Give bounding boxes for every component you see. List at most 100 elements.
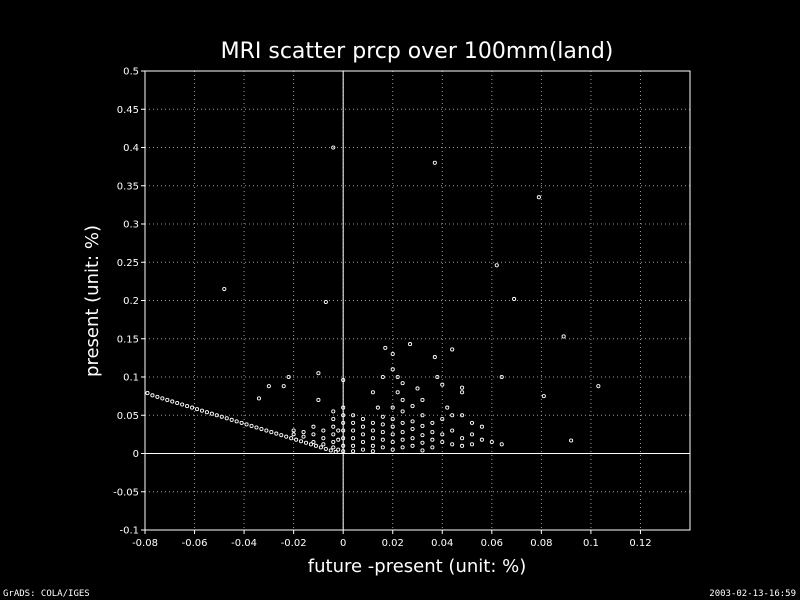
y-tick-label: 0.35 <box>117 181 139 192</box>
scatter-point <box>321 436 326 441</box>
scatter-point <box>341 436 346 441</box>
scatter-point <box>450 347 455 352</box>
scatter-point <box>435 374 440 380</box>
scatter-point <box>596 384 601 389</box>
scatter-point <box>336 428 341 433</box>
scatter-point <box>360 439 366 445</box>
scatter-point <box>390 351 395 357</box>
scatter-point <box>214 413 219 418</box>
y-axis-ticks: -0.1 -0.05 0 0.05 0.1 0.15 0.2 0.25 0.3 0.35 0.4 0.… <box>113 67 145 537</box>
scatter-point <box>494 263 499 268</box>
scatter-point <box>301 434 306 439</box>
scatter-point <box>420 397 425 403</box>
scatter-point <box>460 443 465 448</box>
scatter-point <box>360 447 366 452</box>
scatter-point <box>289 436 294 441</box>
scatter-point <box>341 413 346 418</box>
scatter-point <box>380 437 385 442</box>
y-tick-label: 0.25 <box>117 258 139 269</box>
scatter-point <box>432 355 437 360</box>
scatter-point <box>239 420 244 425</box>
x-axis-label: future -present (unit: %) <box>308 556 526 577</box>
scatter-point <box>224 416 229 421</box>
y-tick-label: 0.05 <box>117 411 139 422</box>
scatter-point <box>499 374 504 380</box>
scatter-point <box>450 442 455 447</box>
x-tick-label: -0.06 <box>182 538 208 549</box>
scatter-point <box>380 414 385 419</box>
scatter-point <box>266 384 271 389</box>
scatter-point <box>415 386 420 391</box>
scatter-point <box>440 432 445 437</box>
x-tick-label: -0.04 <box>231 538 257 549</box>
x-tick-label: 0.12 <box>629 538 651 549</box>
x-axis-ticks: -0.08 -0.06 -0.04 -0.02 0 0.02 0.04 0.06 0.08 0.1… <box>132 530 652 549</box>
scatter-point <box>323 446 328 451</box>
scatter-point <box>331 424 336 429</box>
scatter-point <box>360 424 366 429</box>
scatter-point <box>333 449 338 455</box>
scatter-point <box>489 439 494 445</box>
scatter-point <box>541 394 546 399</box>
scatter-point <box>469 442 475 447</box>
scatter-point <box>400 430 405 435</box>
scatter-point <box>460 385 465 390</box>
scatter-point <box>370 390 375 395</box>
scatter-point <box>170 399 175 404</box>
footer-credit: GrADS: COLA/IGES <box>3 589 90 599</box>
data-points <box>145 145 601 455</box>
scatter-point <box>400 420 405 425</box>
scatter-point <box>341 420 346 425</box>
scatter-point <box>165 397 170 403</box>
scatter-point <box>460 413 465 418</box>
scatter-point <box>311 424 316 429</box>
y-tick-label: 0.1 <box>123 373 139 384</box>
scatter-point <box>318 445 323 450</box>
scatter-point <box>536 195 541 200</box>
scatter-point <box>351 436 356 441</box>
x-tick-label: 0.08 <box>530 538 552 549</box>
scatter-point <box>380 430 385 435</box>
scatter-point <box>308 442 314 447</box>
x-tick-label: 0 <box>340 538 346 549</box>
scatter-point <box>351 420 356 425</box>
scatter-point <box>150 393 155 398</box>
scatter-point <box>351 449 356 454</box>
scatter-point <box>390 405 395 410</box>
scatter-point <box>294 437 299 442</box>
scatter-point <box>185 404 190 409</box>
scatter-point <box>286 374 291 380</box>
scatter-point <box>450 428 455 433</box>
y-tick-label: 0 <box>133 449 139 460</box>
scatter-point <box>440 382 445 387</box>
scatter-point <box>222 286 227 292</box>
scatter-point <box>420 423 425 429</box>
scatter-point <box>380 374 385 380</box>
scatter-point <box>269 430 274 435</box>
scatter-point <box>400 437 405 442</box>
scatter-point <box>331 145 336 150</box>
scatter-point <box>331 409 336 414</box>
scatter-point <box>303 440 309 445</box>
scatter-point <box>331 439 336 445</box>
scatter-point <box>323 299 328 305</box>
scatter-point <box>360 417 366 422</box>
scatter-point <box>380 445 385 450</box>
x-tick-label: 0.06 <box>481 538 503 549</box>
scatter-point <box>390 417 395 422</box>
scatter-point <box>375 405 380 410</box>
footer-timestamp: 2003-02-13-16:59 <box>709 589 796 599</box>
scatter-point <box>440 417 445 422</box>
scatter-point <box>430 430 435 435</box>
scatter-point <box>390 424 395 429</box>
scatter-point <box>469 432 475 437</box>
scatter-point <box>410 426 415 432</box>
scatter-point <box>370 428 375 433</box>
scatter-point <box>390 447 395 452</box>
scatter-point <box>336 447 341 452</box>
scatter-point <box>400 397 405 403</box>
scatter-point <box>341 428 346 433</box>
scatter-point <box>561 334 566 339</box>
scatter-point <box>450 413 455 418</box>
scatter-point <box>479 424 484 429</box>
